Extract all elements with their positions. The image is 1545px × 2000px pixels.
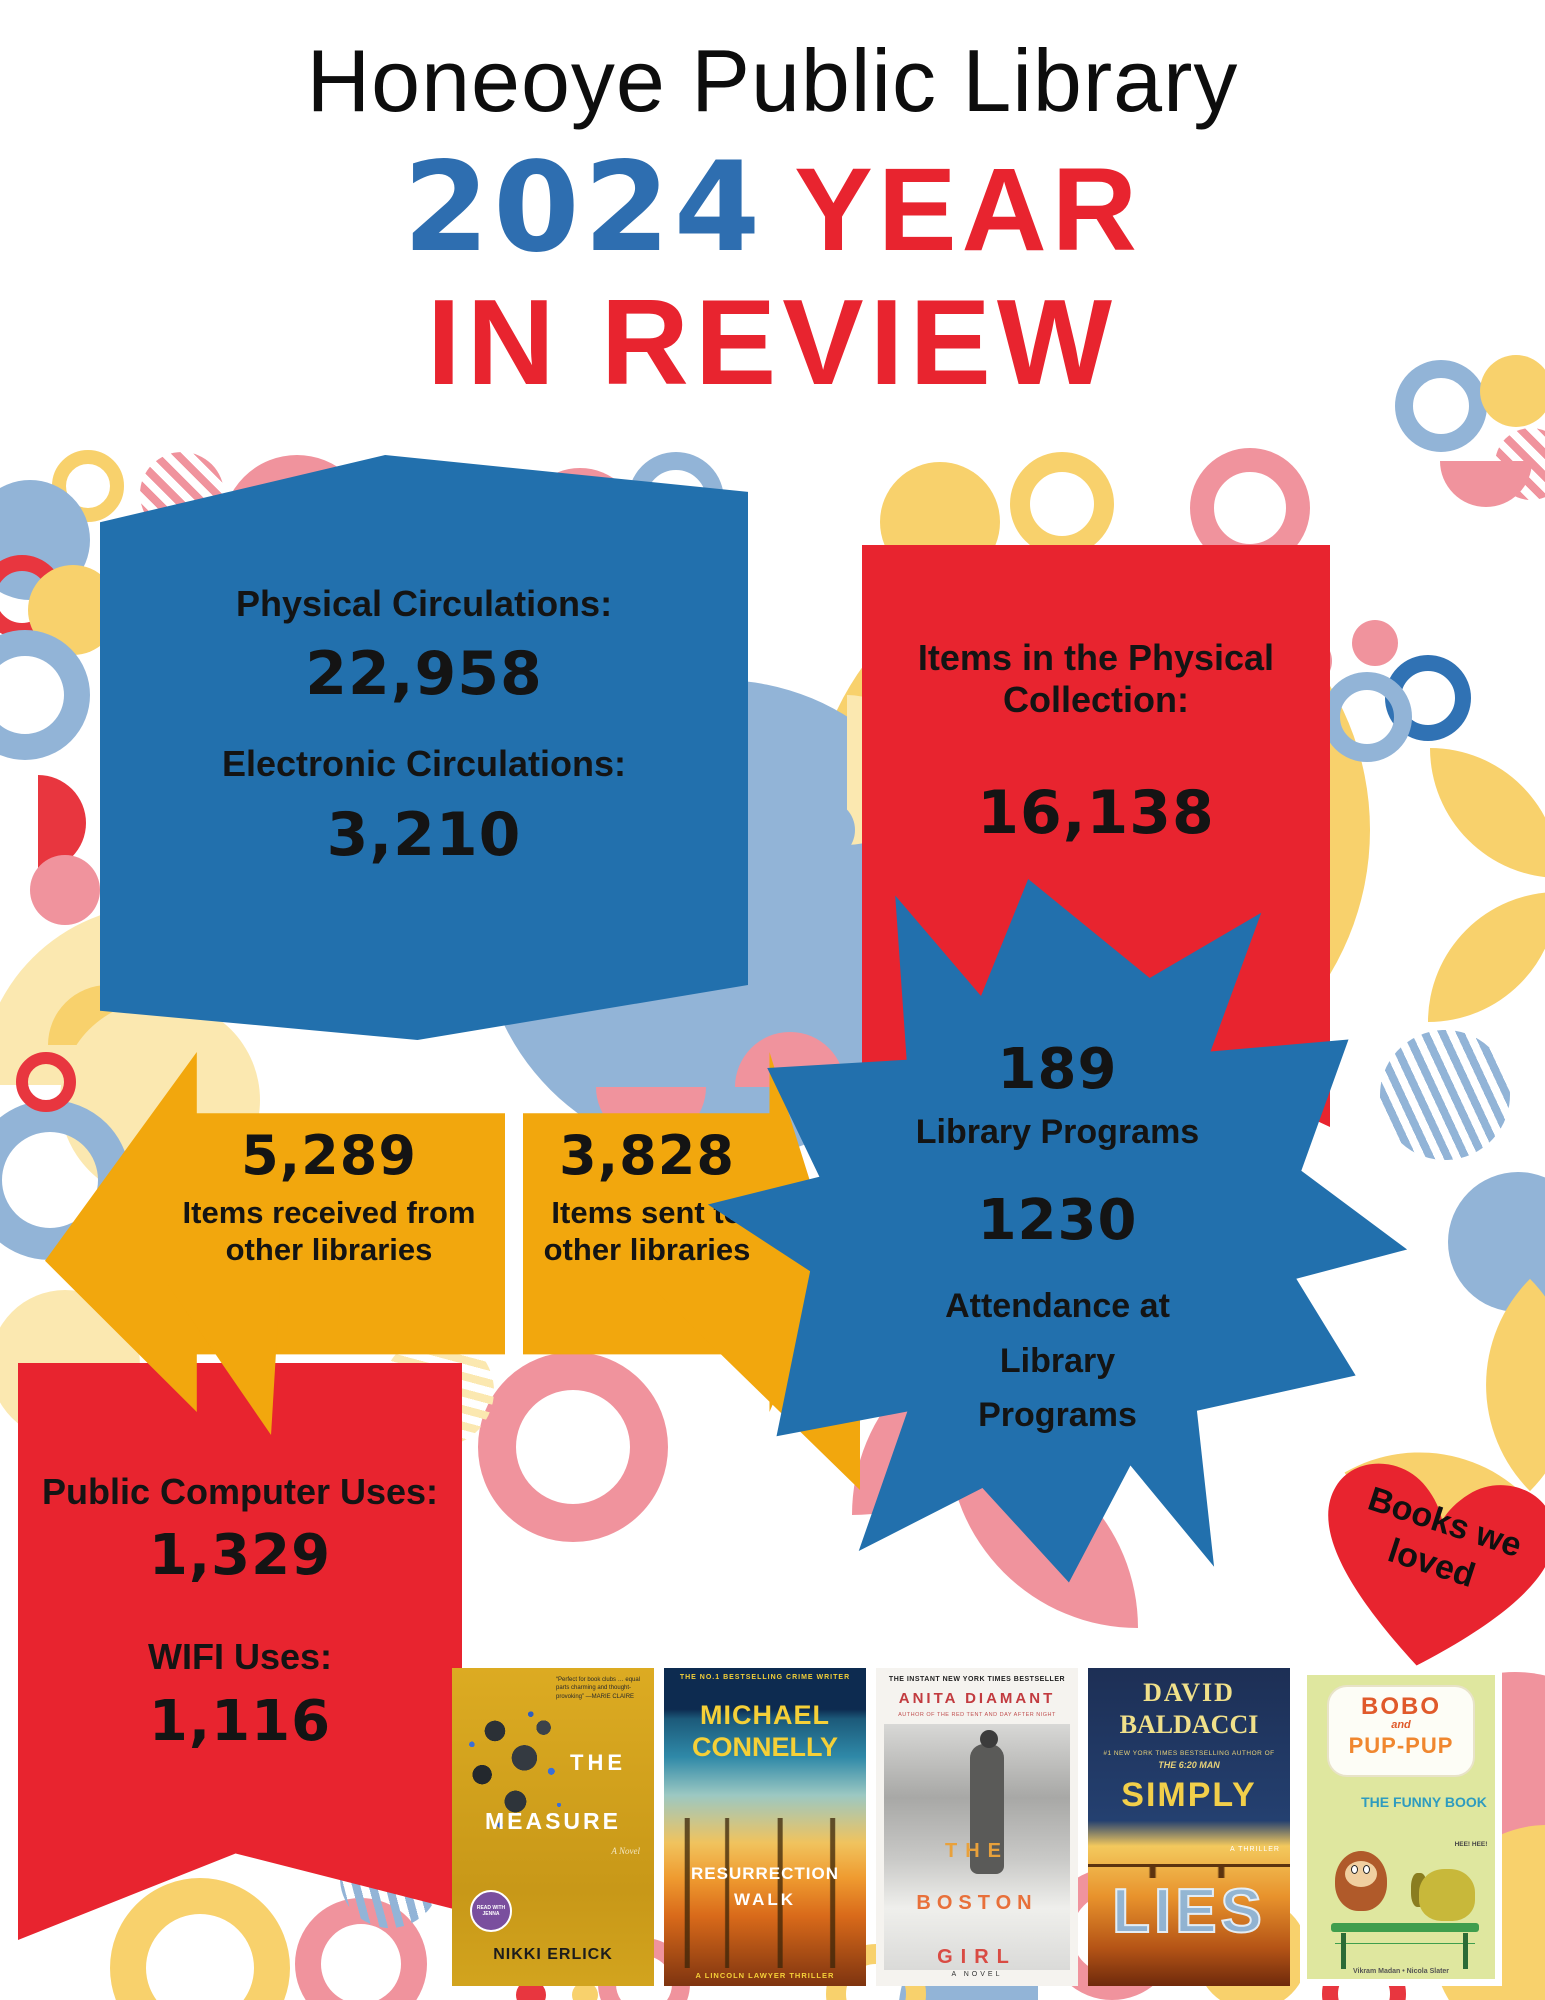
- monkey-eye: [1363, 1865, 1370, 1874]
- book-title-line: BOSTON: [916, 1892, 1038, 1914]
- physical-circulations-label: Physical Circulations:: [235, 583, 613, 624]
- wifi-uses-label: WIFI Uses:: [147, 1636, 333, 1678]
- year-number: 2024: [403, 136, 765, 280]
- review-word: IN REVIEW: [426, 274, 1119, 410]
- book-title-line: RESURRECTION: [690, 1864, 839, 1883]
- items-sent-label: Items sent to other libraries: [543, 1195, 751, 1267]
- book-title-line: and: [1391, 1719, 1411, 1731]
- cover-tagline: THE INSTANT NEW YORK TIMES BESTSELLER: [888, 1676, 1066, 1683]
- book-series: A LINCOLN LAWYER THRILLER: [695, 1971, 835, 1980]
- cover-tagline: #1 NEW YORK TIMES BESTSELLING AUTHOR OF: [1103, 1750, 1275, 1757]
- book-author: NIKKI ERLICK: [493, 1946, 613, 1963]
- book-title-line: SIMPLY: [1121, 1776, 1257, 1814]
- programs-count: 189: [997, 1037, 1118, 1102]
- book-subtitle: THE FUNNY BOOK: [1361, 1794, 1487, 1810]
- cover-quote: “Perfect for book clubs … equal parts ch…: [556, 1677, 641, 1700]
- book-cover-the-boston-girl: THE INSTANT NEW YORK TIMES BESTSELLER AN…: [876, 1668, 1078, 1986]
- items-received-label: Items received from other libraries: [182, 1195, 476, 1267]
- computer-uses-value: 1,329: [148, 1523, 332, 1589]
- year-line: 2024 YEAR: [0, 136, 1545, 280]
- palm-trees-illustration: [664, 1818, 866, 1968]
- poster-header: Honeoye Public Library 2024 YEAR IN REVI…: [0, 0, 1545, 412]
- book-title-line: PUP-PUP: [1348, 1733, 1454, 1758]
- laugh-text: HEE! HEE!: [1454, 1841, 1488, 1848]
- computer-uses-label: Public Computer Uses:: [41, 1471, 439, 1512]
- electronic-circulations-value: 3,210: [326, 799, 522, 870]
- author-note: AUTHOR OF THE RED TENT AND DAY AFTER NIG…: [898, 1712, 1056, 1718]
- electronic-circulations-label: Electronic Circulations:: [221, 743, 627, 785]
- bench-leg: [1341, 1933, 1346, 1969]
- book-subtitle: A NOVEL: [951, 1971, 1003, 1978]
- cover-tagline: THE NO.1 BESTSELLING CRIME WRITER: [679, 1674, 851, 1681]
- book-subtitle: A Novel: [611, 1846, 640, 1856]
- heart-icon: [1328, 1463, 1545, 1666]
- book-cover-bobo-and-pup-pup: BOBO and PUP-PUP THE FUNNY BOOK HEE! HEE…: [1300, 1668, 1502, 1986]
- book-author-line: MICHAEL: [700, 1700, 830, 1730]
- woman-silhouette-head: [980, 1730, 998, 1748]
- monkey-eye: [1351, 1865, 1358, 1874]
- items-received-value: 5,289: [241, 1124, 417, 1187]
- bouquet-illustration: [454, 1694, 582, 1862]
- book-subtitle: A THRILLER: [1230, 1846, 1280, 1853]
- year-word: YEAR: [794, 144, 1142, 276]
- book-title-line: GIRL: [937, 1946, 1017, 1968]
- beach-photo: THE BOSTON GIRL: [884, 1724, 1070, 1970]
- book-cover-resurrection-walk: THE NO.1 BESTSELLING CRIME WRITER MICHAE…: [664, 1668, 866, 1986]
- book-title-line: WALK: [733, 1890, 797, 1909]
- wifi-uses-value: 1,116: [148, 1688, 332, 1754]
- circulation-banner: Physical Circulations: 22,958 Electronic…: [100, 455, 748, 1040]
- book-title-line: THE: [945, 1840, 1009, 1862]
- book-author-line: DAVID: [1143, 1678, 1235, 1707]
- book-cover-simply-lies: DAVID BALDACCI #1 NEW YORK TIMES BESTSEL…: [1088, 1668, 1290, 1986]
- book-cover-the-measure: “Perfect for book clubs … equal parts ch…: [452, 1668, 654, 1986]
- book-title-line: LIES: [1111, 1876, 1266, 1947]
- physical-circulations-value: 22,958: [305, 639, 543, 710]
- book-authors: Vikram Madan • Nicola Slater: [1352, 1968, 1450, 1975]
- attendance-count: 1230: [977, 1188, 1138, 1254]
- cover-tagline-title: THE 6:20 MAN: [1158, 1760, 1220, 1770]
- dog-illustration: [1419, 1869, 1475, 1921]
- monkey-face: [1345, 1861, 1377, 1887]
- book-author: ANITA DIAMANT: [898, 1690, 1056, 1707]
- books-we-loved-heart: Books we loved: [1286, 1421, 1545, 1701]
- book-title-line: BOBO: [1361, 1693, 1441, 1720]
- book-author-line: CONNELLY: [691, 1732, 839, 1762]
- book-title-line: THE: [570, 1750, 626, 1775]
- programs-label: Library Programs: [915, 1113, 1200, 1151]
- attendance-label: Attendance at Library Programs: [945, 1287, 1170, 1434]
- items-sent-value: 3,828: [559, 1124, 735, 1187]
- bench-illustration: [1331, 1923, 1479, 1932]
- woman-silhouette: [970, 1744, 1004, 1874]
- collection-label: Items in the Physical Collection:: [917, 637, 1275, 721]
- bridge-illustration: [1088, 1864, 1290, 1878]
- book-author-line: BALDACCI: [1119, 1710, 1259, 1739]
- book-title-line: MEASURE: [484, 1808, 621, 1834]
- library-name: Honeoye Public Library: [306, 31, 1239, 130]
- usage-banner: Public Computer Uses: 1,329 WIFI Uses: 1…: [18, 1363, 462, 1940]
- bench-leg: [1463, 1933, 1468, 1969]
- speech-bubble: [1327, 1685, 1475, 1777]
- read-with-jenna-badge: READ WITH JENNA: [470, 1890, 512, 1932]
- collection-value: 16,138: [977, 777, 1215, 848]
